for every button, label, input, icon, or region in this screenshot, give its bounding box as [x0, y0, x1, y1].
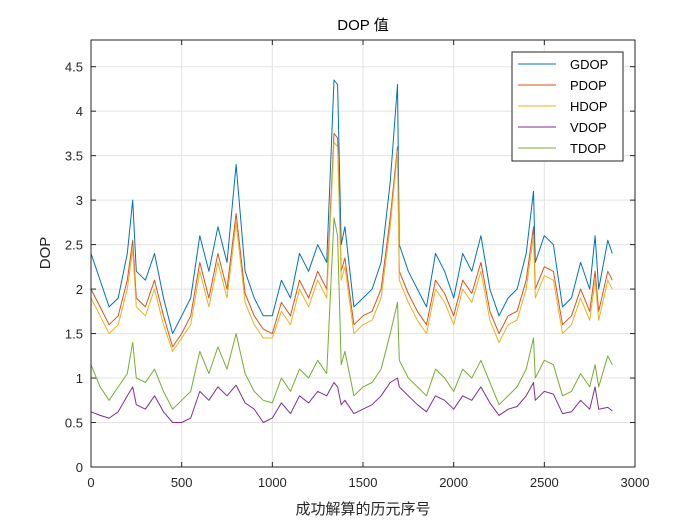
chart-title: DOP 值	[337, 17, 388, 34]
y-axis-label: DOP	[37, 237, 54, 270]
y-tick-label: 3.5	[65, 149, 83, 164]
x-tick-label: 0	[87, 475, 94, 490]
y-tick-label: 1	[76, 371, 83, 386]
x-tick-label: 2000	[439, 475, 468, 490]
series-line-vdop	[90, 377, 613, 423]
y-tick-label: 3	[76, 193, 83, 208]
series-line-hdop	[90, 141, 613, 352]
y-tick-label: 2.5	[65, 238, 83, 253]
x-tick-label: 2500	[530, 475, 559, 490]
x-tick-label: 1500	[349, 475, 378, 490]
legend-label-gdop: GDOP	[570, 57, 608, 72]
series-layer	[90, 79, 613, 423]
legend-label-vdop: VDOP	[570, 120, 607, 135]
series-line-gdop	[90, 79, 613, 335]
x-tick-label: 500	[171, 475, 193, 490]
y-tick-label: 4	[76, 104, 83, 119]
legend-label-tdop: TDOP	[570, 141, 606, 156]
legend: GDOP PDOP HDOP VDOP TDOP	[511, 51, 624, 162]
x-tick-label: 3000	[621, 475, 650, 490]
y-tick-label: 1.5	[65, 327, 83, 342]
x-axis-label: 成功解算的历元序号	[295, 500, 430, 518]
y-tick-label: 0.5	[65, 416, 83, 431]
x-tick-label: 1000	[258, 475, 287, 490]
axis-ticks: 0 500 1000 1500 2000 2500 3000 0 0.5 1 1.5 2 2.5 3 3.5…	[65, 40, 650, 490]
legend-label-pdop: PDOP	[570, 78, 607, 93]
legend-label-hdop: HDOP	[570, 99, 608, 114]
series-line-tdop	[90, 217, 613, 410]
y-tick-label: 0	[76, 460, 83, 475]
y-tick-label: 2	[76, 282, 83, 297]
y-tick-label: 4.5	[65, 60, 83, 75]
